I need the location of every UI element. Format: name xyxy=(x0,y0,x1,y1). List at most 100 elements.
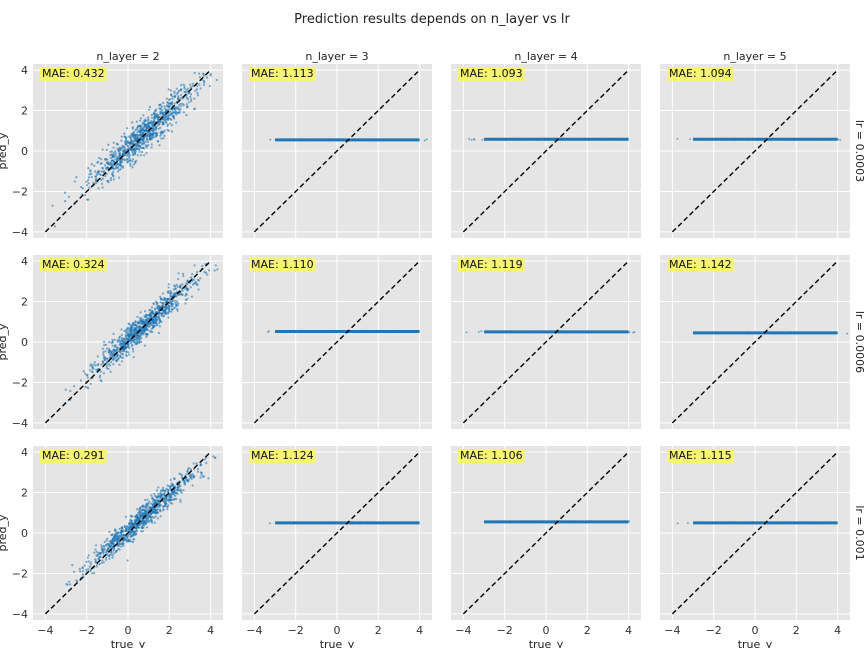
data-point xyxy=(167,129,170,132)
data-point xyxy=(176,92,179,95)
data-point xyxy=(116,143,119,146)
data-point xyxy=(112,549,115,552)
mae-annotation: MAE: 1.093 xyxy=(458,67,525,81)
data-point xyxy=(335,139,338,142)
y-tick-label: 0 xyxy=(21,336,28,349)
data-point xyxy=(114,534,117,537)
mae-label: MAE: 1.124 xyxy=(251,449,314,462)
data-point xyxy=(371,138,374,141)
data-point xyxy=(342,138,344,141)
data-point xyxy=(714,137,717,140)
data-point xyxy=(724,522,727,525)
mae-annotation: MAE: 1.115 xyxy=(667,449,734,463)
data-point xyxy=(135,529,138,532)
data-point xyxy=(287,522,290,524)
data-point xyxy=(194,89,197,92)
data-point xyxy=(110,150,113,153)
data-point xyxy=(522,137,525,140)
data-point xyxy=(130,134,133,137)
data-point xyxy=(168,307,171,310)
data-point xyxy=(472,138,475,140)
data-point xyxy=(169,501,172,505)
x-tick-label: −4 xyxy=(455,624,471,637)
data-point xyxy=(150,494,153,497)
data-point xyxy=(132,534,135,537)
data-point xyxy=(114,529,117,532)
data-point xyxy=(148,325,151,328)
data-point xyxy=(768,331,771,333)
data-point xyxy=(186,479,189,482)
data-point xyxy=(396,521,399,524)
data-point xyxy=(512,138,515,141)
data-point xyxy=(196,91,199,95)
data-point xyxy=(134,128,137,131)
data-point xyxy=(192,278,195,281)
data-point xyxy=(502,138,505,141)
data-point xyxy=(110,360,113,364)
data-point xyxy=(174,287,177,290)
x-axis-label: true_y xyxy=(529,638,564,648)
data-point xyxy=(191,273,194,276)
data-point xyxy=(308,138,311,141)
data-point xyxy=(125,332,128,335)
data-point xyxy=(515,521,518,524)
data-point xyxy=(596,138,599,140)
mae-annotation-box xyxy=(40,449,107,463)
data-point xyxy=(786,521,789,524)
data-point xyxy=(147,502,150,505)
data-point xyxy=(182,83,185,86)
data-point xyxy=(86,198,89,201)
data-point xyxy=(158,144,161,147)
data-point xyxy=(154,307,157,310)
data-point xyxy=(329,521,331,524)
data-point xyxy=(327,329,330,332)
data-point xyxy=(757,139,760,141)
data-point xyxy=(546,138,549,141)
data-point xyxy=(128,142,131,145)
x-tick-label: 4 xyxy=(416,624,423,637)
data-point xyxy=(604,330,607,333)
data-point xyxy=(168,289,171,292)
data-point xyxy=(113,538,116,541)
data-point xyxy=(129,328,132,331)
data-point xyxy=(170,493,173,496)
data-point xyxy=(170,482,173,485)
data-point xyxy=(107,554,110,557)
data-point xyxy=(162,301,166,304)
data-point xyxy=(132,538,136,541)
data-point xyxy=(140,129,143,132)
data-point xyxy=(166,101,169,104)
data-point xyxy=(183,90,186,94)
data-point xyxy=(302,522,304,524)
data-point xyxy=(184,292,187,296)
data-point xyxy=(100,182,104,185)
data-point xyxy=(93,572,96,575)
data-point xyxy=(126,157,129,160)
data-point xyxy=(738,521,740,524)
data-point xyxy=(176,309,179,312)
data-point xyxy=(125,328,128,331)
data-point xyxy=(139,318,142,321)
data-point xyxy=(123,539,126,542)
data-point xyxy=(353,522,356,525)
data-point xyxy=(543,520,545,523)
data-point xyxy=(313,139,316,142)
data-point xyxy=(531,521,533,524)
data-point xyxy=(136,518,139,522)
identity-line xyxy=(44,260,212,424)
data-point xyxy=(169,292,172,295)
data-point xyxy=(618,520,621,523)
data-point xyxy=(510,330,513,333)
data-point xyxy=(780,522,783,524)
data-point xyxy=(121,350,124,353)
data-point xyxy=(158,104,161,107)
data-point xyxy=(107,143,110,146)
data-points xyxy=(267,329,420,334)
data-point xyxy=(109,370,112,373)
data-point xyxy=(140,337,143,340)
data-point xyxy=(549,520,551,523)
data-point xyxy=(350,522,352,525)
column-title: n_layer = 4 xyxy=(514,50,577,63)
data-point xyxy=(735,521,737,524)
data-point xyxy=(96,563,99,566)
